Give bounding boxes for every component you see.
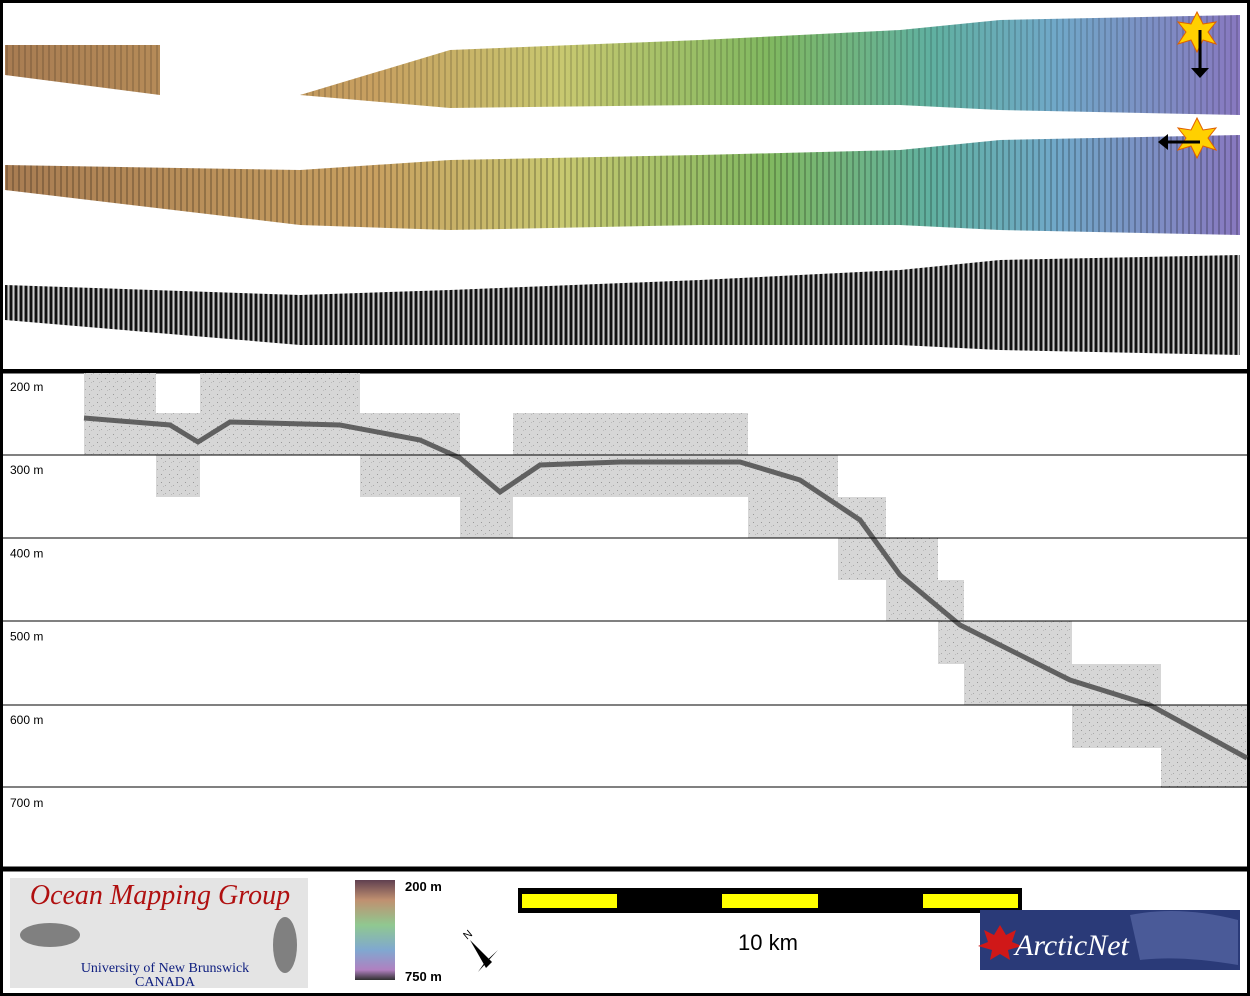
logo-university: University of New Brunswick — [81, 961, 249, 976]
depth-grid — [3, 454, 1247, 788]
depth-label: 500 m — [10, 630, 43, 644]
scale-label: 10 km — [738, 930, 798, 955]
logo-title: Ocean Mapping Group — [30, 880, 290, 911]
partner-logo-text: ArcticNet — [1013, 929, 1130, 962]
markers — [1158, 10, 1218, 160]
mosaic-strip-shaded — [5, 15, 1240, 115]
logo-country: CANADA — [135, 975, 196, 990]
colorbar — [355, 880, 395, 980]
depth-label: 700 m — [10, 796, 43, 810]
depth-label: 600 m — [10, 713, 43, 727]
scale-bar — [518, 888, 1022, 913]
depth-label: 200 m — [10, 380, 43, 394]
north-arrow: N — [461, 928, 498, 972]
mosaic-strip-backscatter — [5, 135, 1240, 235]
omg-logo: Ocean Mapping Group University of New Br… — [10, 878, 308, 990]
arcticnet-logo: ArcticNet — [978, 910, 1240, 970]
depth-label: 400 m — [10, 546, 43, 560]
mosaic-strip-grey — [5, 255, 1240, 355]
seafloor-profile — [83, 415, 1249, 761]
colorbar-bottom-label: 750 m — [405, 969, 442, 984]
depth-label: 300 m — [10, 463, 43, 477]
colorbar-top-label: 200 m — [405, 879, 442, 894]
